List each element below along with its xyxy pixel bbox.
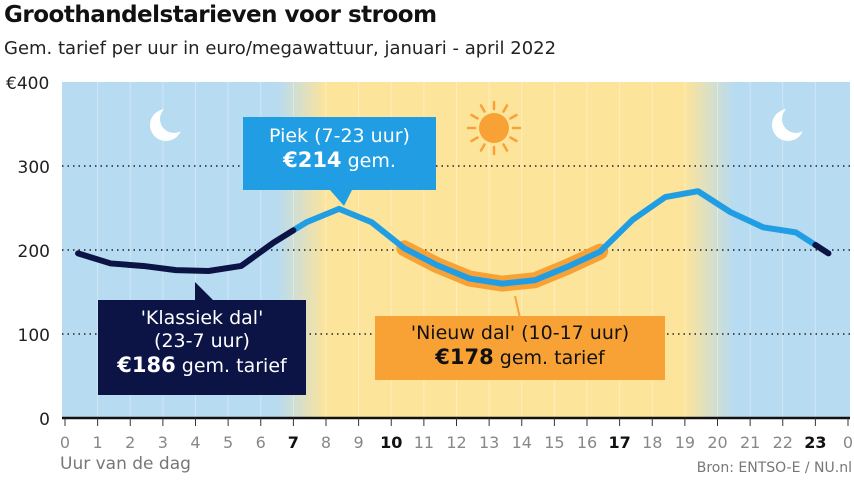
peak-value: €214	[283, 147, 342, 172]
x-tick-label: 16	[577, 433, 597, 452]
sun-ray	[470, 136, 479, 143]
sun-ray	[509, 136, 518, 143]
x-tick-label: 0	[843, 433, 853, 452]
new-callout: 'Nieuw dal' (10-17 uur) €178 gem. tarief	[375, 316, 665, 380]
chart-title: Groothandelstarieven voor stroom	[4, 2, 437, 28]
y-tick-label: 100	[18, 326, 50, 346]
y-tick-label: €400	[6, 74, 49, 94]
x-tick-label: 12	[446, 433, 466, 452]
x-tick-label: 1	[93, 433, 103, 452]
new-label: 'Nieuw dal' (10-17 uur)	[410, 322, 630, 344]
sun-ray	[502, 104, 509, 113]
x-tick-label: 14	[512, 433, 532, 452]
x-tick-label: 23	[804, 433, 826, 452]
sun-ray	[470, 113, 479, 120]
new-value: €178	[435, 344, 494, 369]
x-tick-label: 4	[190, 433, 200, 452]
x-tick-label: 21	[740, 433, 760, 452]
classic-hours: (23-7 uur)	[154, 329, 250, 352]
x-tick-label: 3	[158, 433, 168, 452]
chart-subtitle: Gem. tarief per uur in euro/megawattuur,…	[4, 38, 557, 59]
sun-icon	[466, 100, 522, 156]
x-tick-label: 8	[321, 433, 331, 452]
new-suffix: gem. tarief	[499, 346, 605, 369]
classic-label: 'Klassiek dal'	[140, 307, 264, 329]
y-tick-label: 0	[39, 410, 50, 430]
new-callout-pointer	[514, 295, 521, 319]
x-tick-label: 11	[414, 433, 434, 452]
source-note: Bron: ENTSO-E / NU.nl	[696, 460, 852, 476]
classic-off-peak-line-end	[812, 241, 832, 257]
x-tick-label: 0	[60, 433, 70, 452]
sun-ray	[479, 143, 486, 152]
peak-suffix: gem.	[347, 149, 396, 172]
x-tick-label: 20	[707, 433, 727, 452]
classic-suffix: gem. tarief	[181, 354, 287, 377]
y-tick-label: 300	[18, 158, 50, 178]
x-axis-label: Uur van de dag	[60, 454, 191, 474]
peak-callout-pointer	[330, 190, 352, 206]
x-tick-label: 15	[544, 433, 564, 452]
x-tick-label: 10	[380, 433, 402, 452]
x-tick-label: 18	[642, 433, 662, 452]
sun-ray	[509, 113, 518, 120]
x-tick-label: 22	[773, 433, 793, 452]
x-tick-label: 7	[288, 433, 299, 452]
x-tick-label: 17	[608, 433, 630, 452]
x-tick-label: 2	[125, 433, 135, 452]
x-tick-label: 19	[675, 433, 695, 452]
moon-icon	[150, 105, 188, 141]
sun-ray	[502, 143, 509, 152]
classic-callout: 'Klassiek dal' (23-7 uur) €186 gem. tari…	[98, 300, 306, 395]
moon-icon	[772, 105, 810, 141]
x-tick-label: 9	[354, 433, 364, 452]
x-tick-label: 5	[223, 433, 233, 452]
x-tick-label: 6	[256, 433, 266, 452]
peak-callout: Piek (7-23 uur) €214 gem.	[243, 117, 436, 190]
y-tick-label: 200	[18, 242, 50, 262]
classic-callout-pointer	[195, 282, 215, 302]
x-tick-label: 13	[479, 433, 499, 452]
peak-series-line	[291, 188, 817, 287]
classic-off-peak-line	[75, 227, 297, 274]
sun-ray	[479, 104, 486, 113]
classic-value: €186	[117, 352, 176, 377]
peak-label: Piek (7-23 uur)	[269, 125, 410, 147]
